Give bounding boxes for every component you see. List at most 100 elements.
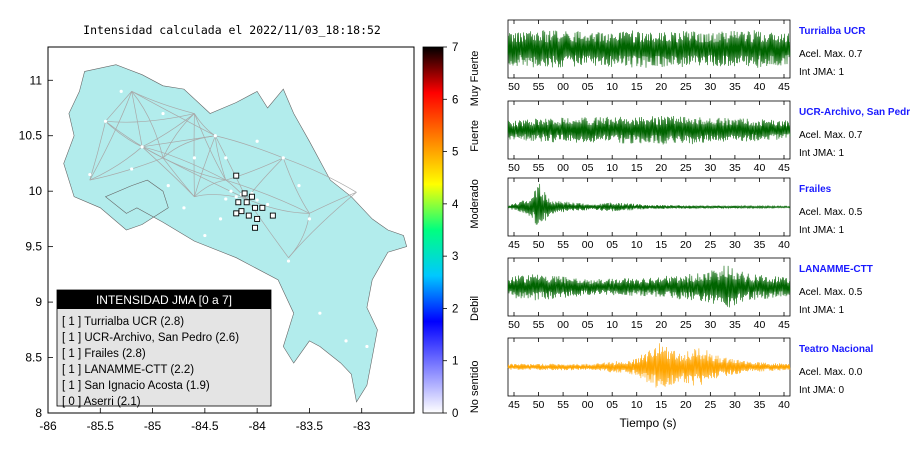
town-marker (229, 189, 233, 193)
town-marker (166, 184, 170, 188)
town-marker (234, 195, 238, 199)
town-marker (356, 190, 361, 194)
waveform-trace (507, 343, 791, 388)
town-marker (286, 259, 291, 263)
town-marker (150, 222, 155, 227)
town-marker (266, 202, 270, 207)
colorbar-ticks: 0 1 2 3 4 5 6 7 (443, 42, 459, 420)
road-segment (214, 135, 227, 181)
road-segment (282, 157, 310, 214)
road-segment (162, 113, 195, 159)
waveform-tick-label: 40 (754, 319, 766, 331)
colorbar-tick-label: 4 (452, 199, 459, 211)
waveform-tick-label: 25 (705, 239, 717, 251)
road-segment (89, 157, 164, 181)
waveform-tick-label: 35 (754, 399, 766, 411)
waveform-tick-label: 00 (557, 162, 569, 174)
waveform-tick-label: 30 (705, 81, 717, 93)
waveform-tick-label: 55 (557, 239, 569, 251)
town-markers (88, 89, 369, 349)
waveform-panels: 50 55 00 05 10 15 20 25 30 35 40 45 Turrialba UCR Ace… (507, 19, 910, 411)
waveform-tick-label: 20 (655, 319, 667, 331)
town-marker (203, 233, 207, 238)
road-segment (142, 146, 226, 181)
waveform-tick-label: 35 (729, 162, 741, 174)
figure-title: Intensidad calculada el 2022/11/03_18:18… (83, 23, 381, 37)
road-segment (225, 179, 247, 200)
station-markers (233, 172, 276, 231)
station-marker (235, 199, 242, 206)
waveform-tick-label: 25 (680, 81, 692, 93)
waveform-tick-label: 40 (754, 81, 766, 93)
waveform-tick-label: 30 (729, 239, 741, 251)
town-marker (103, 119, 108, 123)
colorbar-intensity-label: Moderado (469, 179, 481, 229)
colorbar-intensity-label: Muy Fuerte (469, 51, 481, 107)
map-y-tick-label: 9 (35, 295, 42, 309)
town-marker (119, 89, 123, 93)
station-name: Turrialba UCR (799, 26, 866, 37)
town-marker (318, 311, 322, 315)
road-segment (141, 113, 195, 148)
waveform-tick-label: 55 (533, 319, 545, 331)
waveform-tick-label: 10 (631, 239, 643, 251)
station-marker (269, 212, 276, 219)
town-marker (130, 167, 134, 171)
road-segment (105, 121, 143, 148)
road-segment (246, 157, 284, 200)
station-max-accel: Acel. Max. 0.5 (799, 207, 863, 218)
waveform-tick-label: 15 (631, 319, 643, 331)
map-x-tick-label: -83.5 (296, 419, 324, 433)
map-x-tick-label: -86 (39, 419, 57, 433)
road-segment (215, 135, 284, 159)
map-y-tick-label: 8 (35, 406, 42, 420)
station-marker (243, 199, 250, 206)
intensity-colorbar: 0 1 2 3 4 5 6 7 No sentido Debil Moderado Fuerte Mu… (422, 42, 481, 420)
station-name: UCR-Archivo, San Pedro (799, 107, 910, 118)
waveform-tick-label: 35 (729, 319, 741, 331)
waveform-tick-label: 10 (631, 399, 643, 411)
waveform-tick-label: 35 (729, 81, 741, 93)
road-segment (141, 146, 164, 159)
map-y-tick-label: 10 (29, 184, 43, 198)
waveform-tick-label: 50 (533, 239, 545, 251)
colorbar-tick-label: 1 (452, 356, 458, 368)
waveform-tick-label: 50 (508, 81, 520, 93)
map-x-axis: -86 -85.5 -85 -84.5 -84 -83.5 -83 (39, 408, 371, 433)
waveform-panel: 50 55 00 05 10 15 20 25 30 35 40 45 Turrialba UCR Ace… (507, 19, 866, 93)
waveform-tick-label: 05 (582, 319, 594, 331)
town-marker (182, 206, 186, 210)
waveform-tick-label: 50 (533, 399, 545, 411)
station-marker (259, 204, 266, 211)
road-segment (194, 135, 216, 197)
road-segment (162, 135, 216, 159)
waveform-trace (507, 30, 791, 68)
station-marker (241, 190, 248, 197)
road-segment (194, 113, 227, 181)
colorbar-intensity-label: No sentido (469, 361, 481, 414)
station-jma-intensity: Int JMA: 1 (799, 225, 844, 236)
legend-item: [ 0 ] Aserri (2.1) (62, 396, 141, 408)
waveform-tick-label: 10 (606, 319, 618, 331)
road-segment (105, 91, 132, 122)
town-marker (297, 184, 301, 188)
road-segment (309, 191, 357, 214)
station-marker (252, 204, 259, 211)
town-marker (140, 145, 144, 149)
waveform-tick-label: 45 (508, 239, 520, 251)
road-segment (89, 146, 143, 181)
map-panel: -86 -85.5 -85 -84.5 -84 -83.5 -83 11 10.5 10 9.5 9… (19, 46, 415, 433)
station-max-accel: Acel. Max. 0.5 (799, 287, 863, 298)
map-y-tick-label: 9.5 (25, 240, 42, 254)
colorbar-tick-label: 0 (452, 408, 458, 420)
town-marker (218, 217, 223, 221)
waveform-tick-label: 10 (606, 81, 618, 93)
waveform-tick-label: 05 (582, 81, 594, 93)
station-marker (233, 210, 240, 217)
town-marker (365, 344, 369, 349)
map-x-tick-label: -85.5 (87, 419, 115, 433)
map-x-tick-label: -83 (353, 419, 371, 433)
town-marker (255, 139, 259, 143)
waveform-tick-label: 50 (508, 162, 520, 174)
waveform-tick-label: 20 (680, 239, 692, 251)
